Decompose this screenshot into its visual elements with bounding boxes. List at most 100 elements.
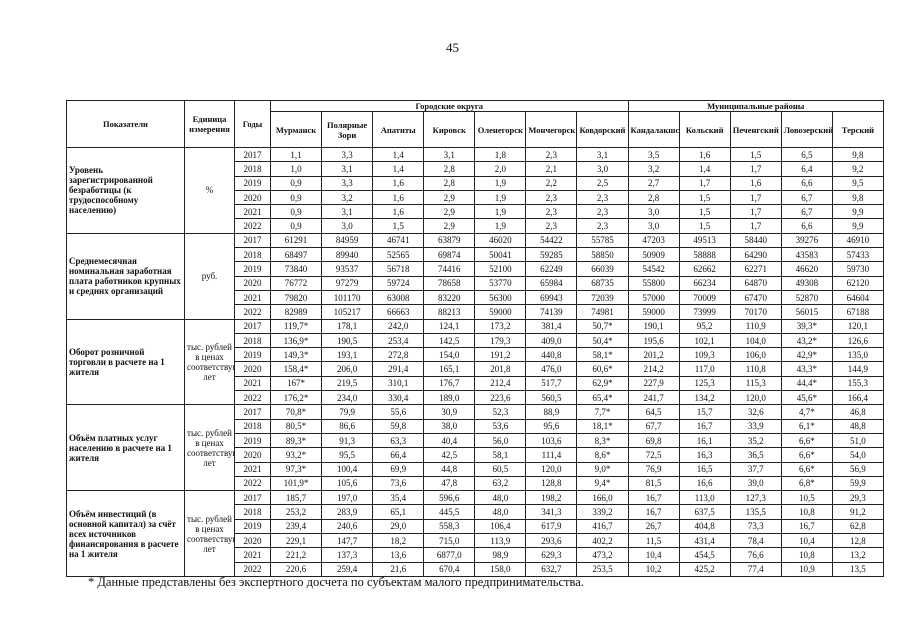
data-row: 2021 97,3* 100,4 69,9 44,8 60,5 120,0 9,0* 76,9 1…	[67, 461, 885, 477]
value-cell: 84959	[321, 232, 374, 249]
value-cell: 2,3	[576, 189, 629, 206]
value-cell: 2,9	[423, 218, 476, 234]
value-cell: 52870	[780, 289, 833, 306]
value-cell: 103,6	[525, 432, 578, 449]
year-cell: 2021	[234, 375, 271, 392]
value-cell: 445,5	[423, 504, 476, 520]
data-row: 2020 76772 97279 59724 78658 53770 65984 68735 5…	[67, 275, 885, 291]
value-cell: 93,2*	[269, 447, 323, 463]
value-cell: 0,9	[269, 218, 323, 234]
data-row: 2020 93,2* 95,5 66,4 42,5 58,1 111,4 8,6* 72,5 16…	[67, 447, 885, 463]
value-cell: 62120	[831, 275, 885, 291]
value-cell: 9,2	[831, 161, 885, 177]
value-cell: 82989	[269, 304, 323, 320]
value-cell: 110,8	[729, 361, 782, 377]
value-cell: 1,6	[372, 175, 425, 191]
value-cell: 46741	[372, 232, 425, 249]
value-cell: 167*	[269, 375, 323, 392]
value-cell: 79,9	[321, 404, 374, 420]
value-cell: 166,0	[576, 490, 629, 506]
value-cell: 113,0	[678, 490, 731, 506]
value-cell: 53770	[474, 275, 527, 291]
value-cell: 173,2	[474, 318, 527, 334]
value-cell: 341,3	[525, 504, 578, 520]
value-cell: 58888	[678, 247, 731, 263]
value-cell: 58,1	[474, 447, 527, 463]
value-cell: 2,3	[576, 204, 629, 220]
value-cell: 67470	[729, 289, 782, 306]
data-row: 2020 158,4* 206,0 291,4 165,1 201,8 476,0 60,6*…	[67, 361, 885, 377]
value-cell: 88213	[423, 304, 476, 320]
value-cell: 57433	[831, 247, 885, 263]
value-cell: 6,5	[780, 146, 833, 163]
value-cell: 8,6*	[576, 447, 629, 463]
value-cell: 56300	[474, 289, 527, 306]
value-cell: 88,9	[525, 404, 578, 420]
data-row: 2022 0,9 3,0 1,5 2,9 1,9 2,3 2,3 3,0 1,5 1,7 6,6 9,9	[67, 218, 885, 234]
value-cell: 106,0	[729, 347, 782, 363]
value-cell: 310,1	[372, 375, 425, 392]
data-row: 2021 221,2 137,3 13,6 6877,0 98,9 629,3 473,2 10…	[67, 547, 885, 563]
indicator-cell: Объём инвестиций (в основной капитал) за…	[66, 490, 185, 577]
value-cell: 6,6	[780, 175, 833, 191]
value-cell: 50,4*	[576, 332, 629, 349]
value-cell: 66039	[576, 261, 629, 277]
value-cell: 59000	[474, 304, 527, 320]
value-cell: 104,0	[729, 332, 782, 349]
value-cell: 54,0	[831, 447, 885, 463]
value-cell: 13,2	[831, 547, 885, 563]
value-cell: 59730	[831, 261, 885, 277]
value-cell: 26,7	[627, 518, 680, 535]
value-cell: 330,4	[372, 390, 425, 406]
value-cell: 558,3	[423, 518, 476, 535]
value-cell: 78,4	[729, 533, 782, 549]
value-cell: 101,9*	[269, 475, 323, 492]
value-cell: 51,0	[831, 432, 885, 449]
indicator-cell: Среднемесячная номинальная заработная пл…	[66, 232, 185, 320]
value-cell: 142,5	[423, 332, 476, 349]
value-cell: 54422	[525, 232, 578, 249]
footnote: * Данные представлены без экспертного до…	[88, 575, 584, 589]
value-cell: 10,4	[627, 547, 680, 563]
value-cell: 55800	[627, 275, 680, 291]
value-cell: 2,8	[627, 189, 680, 206]
value-cell: 2,3	[525, 146, 578, 163]
value-cell: 617,9	[525, 518, 578, 535]
data-row: Оборот розничной торговли в расчете на 1…	[66, 318, 885, 406]
value-cell: 240,6	[321, 518, 374, 535]
value-cell: 596,6	[423, 490, 476, 506]
year-cell: 2017	[234, 404, 271, 420]
year-cell: 2020	[234, 533, 271, 549]
value-cell: 95,2	[678, 318, 731, 334]
value-cell: 229,1	[269, 533, 323, 549]
value-cell: 109,3	[678, 347, 731, 363]
value-cell: 0,9	[269, 175, 323, 191]
value-cell: 10,2	[627, 561, 680, 577]
value-cell: 55785	[576, 232, 629, 249]
value-cell: 97279	[321, 275, 374, 291]
value-cell: 18,1*	[576, 418, 629, 434]
value-cell: 81,5	[627, 475, 680, 492]
year-cell: 2019	[234, 518, 271, 535]
value-cell: 440,8	[525, 347, 578, 363]
year-cell: 2018	[234, 418, 271, 434]
value-cell: 253,5	[576, 561, 629, 577]
value-cell: 111,4	[525, 447, 578, 463]
value-cell: 137,3	[321, 547, 374, 563]
page-number: 45	[446, 40, 459, 55]
value-cell: 1,8	[474, 146, 527, 163]
value-cell: 102,1	[678, 332, 731, 349]
value-cell: 1,7	[729, 218, 782, 234]
value-cell: 106,4	[474, 518, 527, 535]
value-cell: 76772	[269, 275, 323, 291]
value-cell: 126,6	[831, 332, 885, 349]
value-cell: 1,5	[678, 204, 731, 220]
value-cell: 79820	[269, 289, 323, 306]
value-cell: 29,3	[831, 490, 885, 506]
value-cell: 46620	[780, 261, 833, 277]
value-cell: 6,6	[780, 218, 833, 234]
column-header: Терский	[831, 111, 885, 148]
value-cell: 1,7	[729, 189, 782, 206]
year-cell: 2021	[234, 461, 271, 477]
value-cell: 66,4	[372, 447, 425, 463]
